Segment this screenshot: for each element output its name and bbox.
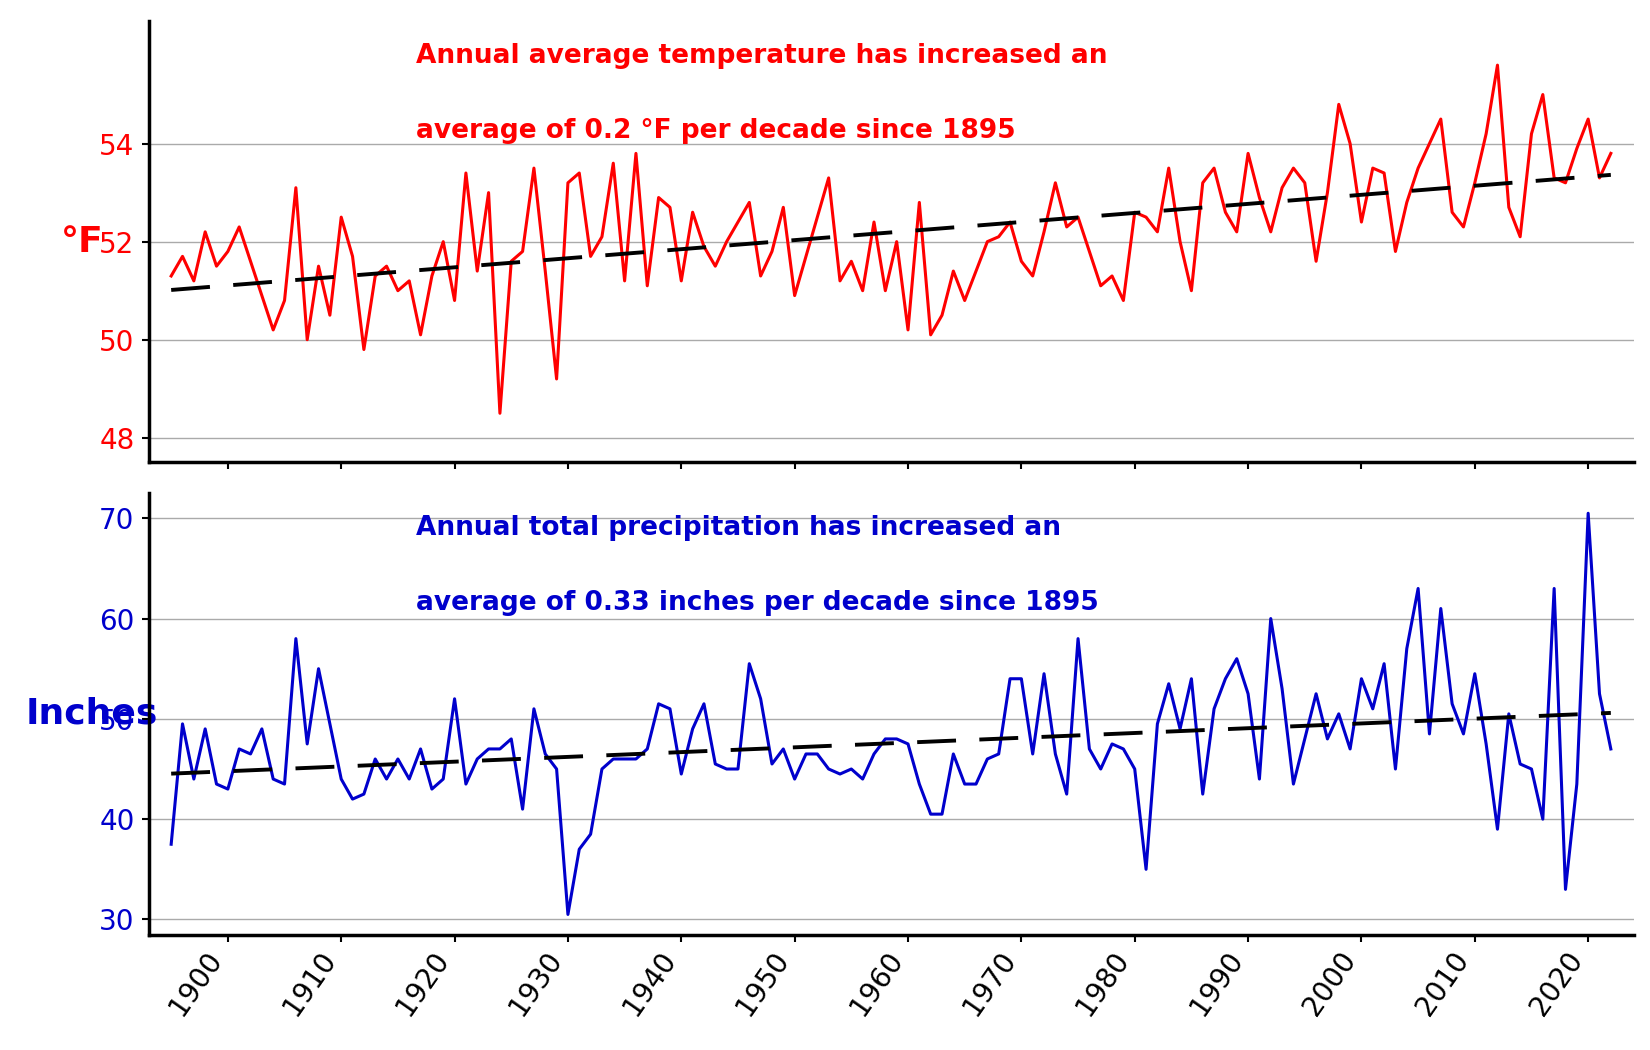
Text: Annual average temperature has increased an: Annual average temperature has increased… xyxy=(416,43,1107,69)
Text: average of 0.2 °F per decade since 1895: average of 0.2 °F per decade since 1895 xyxy=(416,118,1015,144)
Y-axis label: Inches: Inches xyxy=(26,697,158,731)
Text: average of 0.33 inches per decade since 1895: average of 0.33 inches per decade since … xyxy=(416,590,1099,616)
Text: Annual total precipitation has increased an: Annual total precipitation has increased… xyxy=(416,516,1061,541)
Y-axis label: °F: °F xyxy=(61,225,104,258)
